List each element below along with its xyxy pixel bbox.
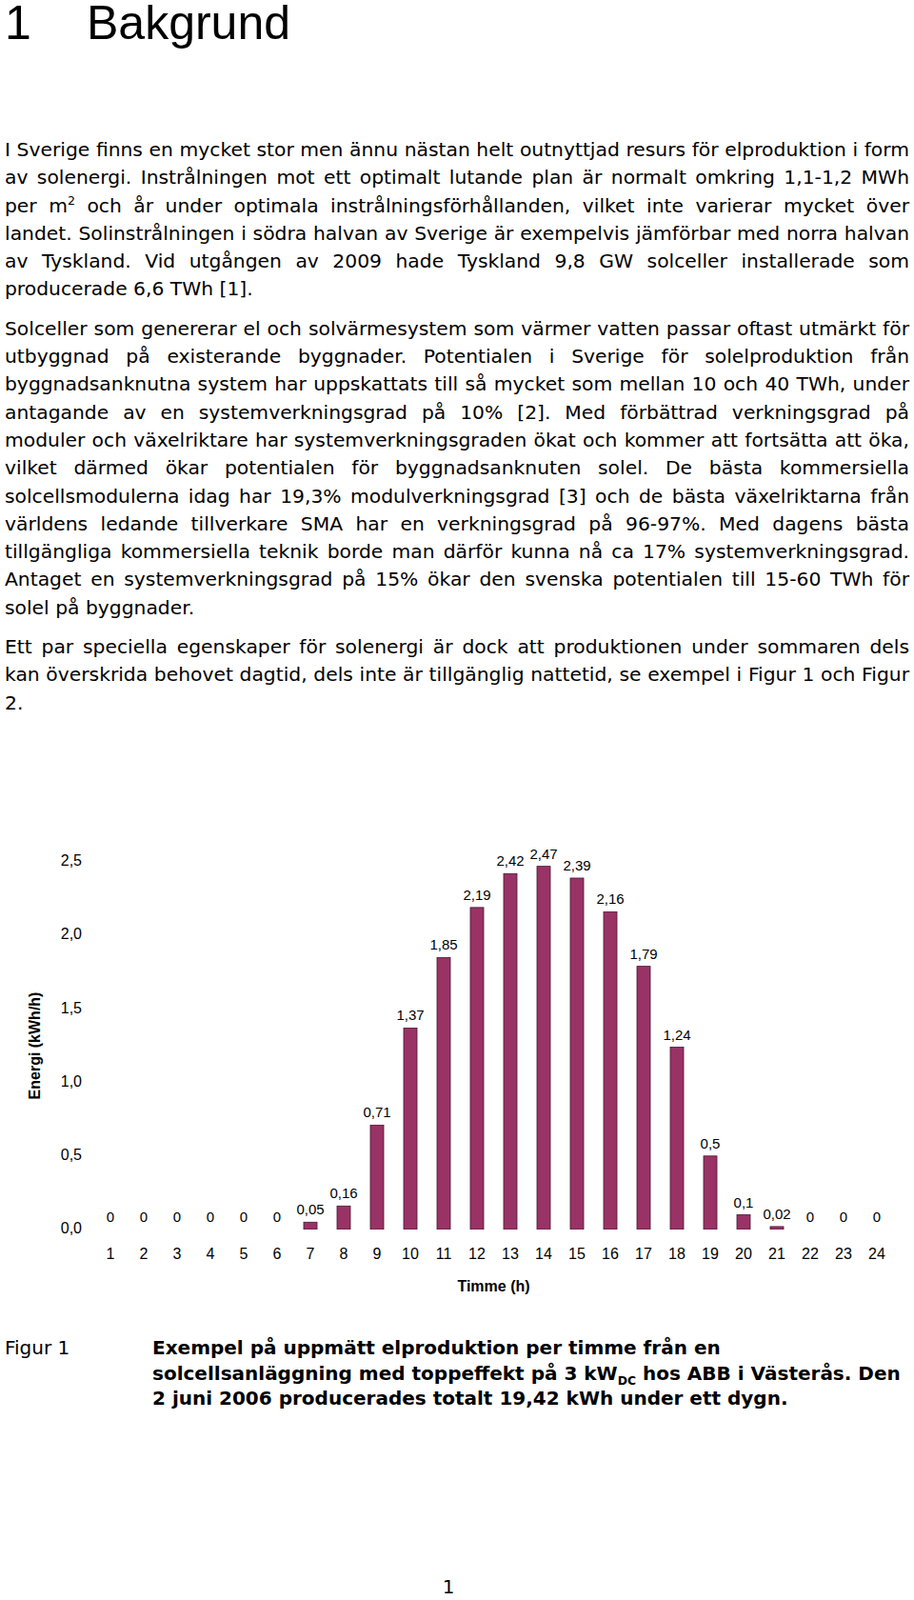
body-text: I Sverige finns en mycket stor men ännu … — [4, 136, 910, 729]
x-tick-label: 8 — [339, 1245, 349, 1262]
bar — [203, 1229, 218, 1231]
bar — [437, 956, 451, 1230]
x-tick-label: 9 — [373, 1245, 382, 1262]
x-tick-label: 21 — [768, 1245, 786, 1262]
subscript: DC — [617, 1372, 636, 1388]
data-label: 0,05 — [296, 1200, 324, 1217]
paragraph: I Sverige finns en mycket stor men ännu … — [4, 136, 910, 304]
x-tick-label: 12 — [468, 1245, 486, 1262]
bar — [137, 1229, 151, 1231]
data-label: 1,85 — [429, 935, 457, 953]
x-axis-title: Timme (h) — [457, 1277, 530, 1294]
data-label: 0 — [139, 1208, 148, 1225]
data-label: 2,19 — [462, 886, 491, 903]
bar — [303, 1221, 318, 1230]
data-label: 1,24 — [662, 1026, 691, 1043]
page: 1BakgrundI Sverige finns en mycket stor … — [0, 0, 914, 1600]
superscript: 2 — [67, 193, 76, 208]
bar — [670, 1047, 684, 1230]
bar — [736, 1214, 751, 1230]
data-label: 0,02 — [762, 1205, 791, 1222]
x-tick-label: 7 — [306, 1245, 316, 1262]
bar — [403, 1027, 418, 1230]
x-tick-label: 10 — [401, 1245, 419, 1262]
data-label: 0 — [806, 1208, 815, 1225]
paragraph: Solceller som genererar el och solvärmes… — [4, 315, 910, 622]
x-tick-label: 18 — [668, 1245, 686, 1262]
bar — [103, 1229, 118, 1231]
bar — [536, 866, 551, 1230]
x-tick-label: 16 — [601, 1245, 619, 1262]
page-number: 1 — [419, 1574, 477, 1598]
y-tick-label: 1,0 — [60, 1072, 82, 1090]
chart: 0,00,51,01,52,02,50000000,050,160,711,37… — [0, 0, 914, 1600]
x-tick-label: 24 — [868, 1245, 886, 1262]
x-tick-label: 19 — [701, 1245, 719, 1262]
data-label: 2,16 — [596, 890, 624, 907]
y-tick-label: 2,0 — [60, 925, 82, 942]
x-tick-label: 1 — [106, 1245, 116, 1262]
x-tick-label: 22 — [801, 1245, 819, 1262]
bar — [570, 877, 584, 1230]
paragraph: Ett par speciella egenskaper för solener… — [4, 633, 910, 717]
bar — [603, 911, 617, 1230]
data-label: 2,47 — [529, 845, 557, 862]
caption-label: Figur 1 — [4, 1334, 70, 1361]
x-tick-label: 5 — [239, 1245, 249, 1262]
bar — [270, 1229, 284, 1231]
text-run: och år under optimala instrålningsförhål… — [4, 194, 910, 301]
y-axis-title: Energi (kWh/h) — [26, 992, 43, 1100]
x-tick-label: 23 — [834, 1245, 853, 1262]
bar — [636, 966, 651, 1230]
x-tick-label: 20 — [735, 1245, 753, 1262]
data-label: 0 — [839, 1208, 848, 1225]
bar — [170, 1229, 184, 1231]
data-label: 0,16 — [329, 1184, 358, 1201]
data-label: 0 — [273, 1208, 281, 1225]
heading-number: 1 — [4, 0, 32, 50]
bar — [870, 1229, 884, 1231]
text-run: Solceller som genererar el och solvärmes… — [4, 317, 910, 619]
data-label: 1,79 — [629, 945, 657, 962]
data-label: 2,42 — [496, 852, 524, 869]
x-tick-label: 3 — [173, 1245, 182, 1262]
bar — [703, 1155, 717, 1230]
y-tick-label: 2,5 — [60, 852, 82, 869]
bar — [803, 1229, 817, 1231]
bar — [237, 1229, 251, 1231]
y-tick-label: 1,5 — [60, 999, 82, 1016]
y-tick-label: 0,0 — [60, 1219, 82, 1236]
data-label: 0 — [873, 1208, 881, 1225]
bar — [836, 1229, 851, 1231]
data-label: 0,1 — [734, 1193, 755, 1211]
data-label: 0 — [239, 1208, 248, 1225]
x-tick-label: 11 — [436, 1245, 453, 1262]
bar — [770, 1226, 784, 1230]
heading: 1Bakgrund — [4, 0, 32, 52]
data-label: 0 — [173, 1208, 181, 1225]
data-label: 0,71 — [362, 1103, 391, 1120]
data-label: 0 — [206, 1208, 215, 1225]
bar — [337, 1205, 351, 1230]
data-label: 0 — [106, 1208, 115, 1225]
x-tick-label: 17 — [635, 1245, 653, 1262]
data-label: 2,39 — [562, 856, 591, 874]
caption-text: Exempel på uppmätt elproduktion per timm… — [152, 1334, 905, 1411]
x-tick-label: 2 — [139, 1245, 149, 1262]
x-tick-label: 13 — [501, 1245, 519, 1262]
text-run: Ett par speciella egenskaper för solener… — [4, 635, 910, 715]
bar — [503, 873, 517, 1230]
y-tick-label: 0,5 — [60, 1146, 82, 1163]
bars — [303, 866, 784, 1230]
x-tick-label: 4 — [206, 1245, 216, 1262]
bar — [370, 1124, 384, 1230]
heading-title: Bakgrund — [86, 0, 291, 52]
data-label: 1,37 — [396, 1006, 424, 1023]
x-tick-label: 14 — [535, 1245, 553, 1262]
x-tick-label: 15 — [568, 1245, 586, 1262]
bar — [470, 907, 484, 1230]
x-tick-label: 6 — [273, 1245, 282, 1262]
data-label: 0,5 — [700, 1134, 721, 1152]
